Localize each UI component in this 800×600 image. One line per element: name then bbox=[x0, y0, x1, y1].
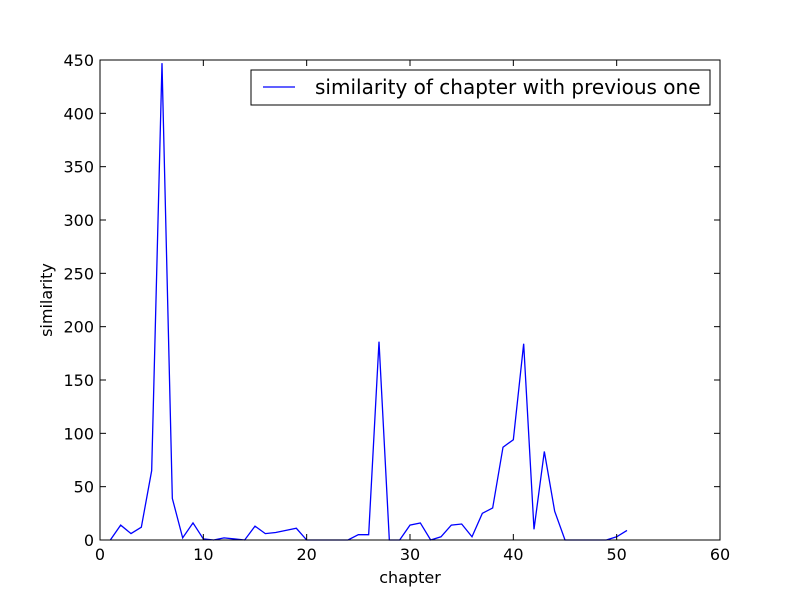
x-tick-label: 0 bbox=[95, 545, 105, 564]
legend: similarity of chapter with previous one bbox=[250, 69, 711, 106]
y-axis-title: similarity bbox=[37, 263, 56, 337]
x-tick-label: 20 bbox=[296, 545, 316, 564]
series-line bbox=[109, 63, 628, 541]
y-tick-label: 300 bbox=[63, 211, 94, 230]
y-tick-label: 0 bbox=[84, 531, 94, 550]
y-tick-label: 400 bbox=[63, 104, 94, 123]
x-tick-label: 40 bbox=[503, 545, 523, 564]
x-tick-label: 60 bbox=[710, 545, 730, 564]
y-tick-label: 350 bbox=[63, 158, 94, 177]
axis-tick-labels: 0 10 20 30 40 50 60 0 50 100 150 200 250 300 350 400 450 bbox=[63, 51, 730, 564]
y-tick-label: 150 bbox=[63, 371, 94, 390]
plot-area bbox=[109, 63, 628, 541]
legend-label: similarity of chapter with previous one bbox=[315, 75, 701, 99]
x-tick-label: 10 bbox=[193, 545, 213, 564]
y-tick-label: 50 bbox=[74, 478, 94, 497]
y-tick-label: 100 bbox=[63, 424, 94, 443]
x-axis-title: chapter bbox=[379, 568, 441, 587]
y-tick-label: 250 bbox=[63, 264, 94, 283]
y-tick-label: 450 bbox=[63, 51, 94, 70]
axes-frame bbox=[99, 59, 721, 541]
legend-box bbox=[250, 69, 711, 106]
x-tick-label: 30 bbox=[400, 545, 420, 564]
y-tick-label: 200 bbox=[63, 318, 94, 337]
x-tick-label: 50 bbox=[606, 545, 626, 564]
